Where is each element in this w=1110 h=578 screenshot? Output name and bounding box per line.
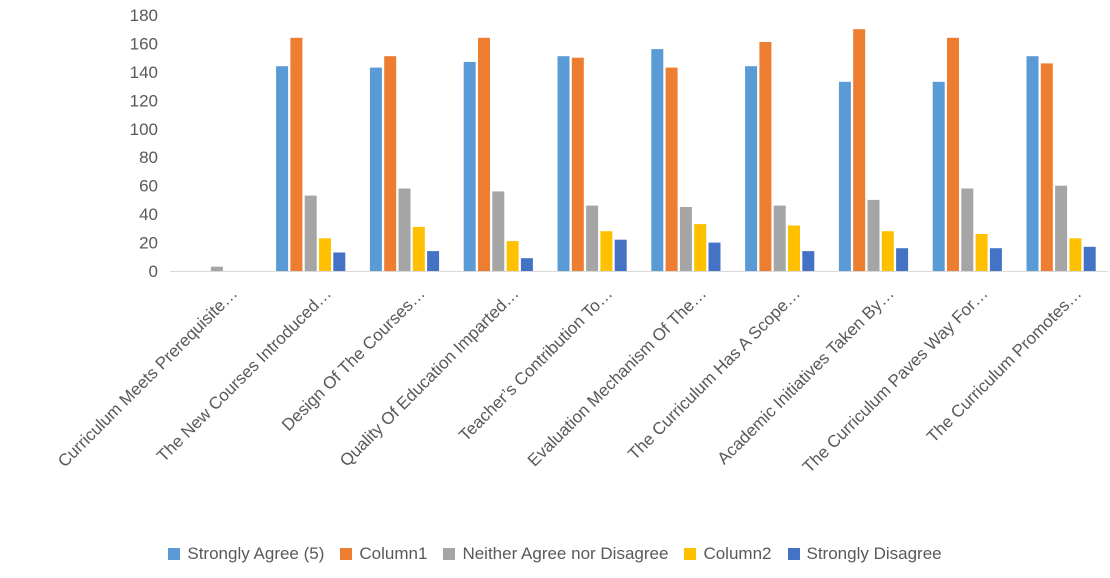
- bar: [867, 199, 880, 271]
- bar: [932, 81, 945, 271]
- bar: [478, 37, 490, 271]
- y-tick-label: 160: [130, 34, 158, 53]
- bar: [384, 56, 397, 272]
- y-tick-label: 180: [130, 6, 158, 25]
- y-tick-label: 40: [139, 205, 158, 224]
- bar: [333, 252, 346, 271]
- legend-label: Strongly Disagree: [806, 544, 942, 563]
- bar: [304, 195, 317, 271]
- bar: [1040, 63, 1053, 272]
- bar: [319, 238, 331, 271]
- bar: [614, 239, 627, 271]
- legend-swatch: [787, 548, 800, 560]
- bar: [369, 67, 382, 271]
- legend-swatch: [340, 548, 353, 560]
- bar: [506, 241, 519, 271]
- legend-swatch: [168, 548, 181, 560]
- x-tick-label: Teacher’s Contribution To…: [455, 284, 616, 445]
- bar: [600, 231, 613, 271]
- bar: [398, 188, 411, 271]
- y-tick-label: 0: [149, 262, 158, 281]
- bar: [1069, 238, 1082, 271]
- bar: [745, 66, 758, 271]
- x-tick-label: The Curriculum Paves Way For…: [799, 284, 992, 477]
- legend-label: Column1: [359, 544, 428, 563]
- y-tick-label: 120: [130, 91, 158, 110]
- bar: [427, 251, 440, 271]
- bar: [276, 66, 289, 271]
- bar: [679, 207, 692, 271]
- bars: [210, 29, 1096, 272]
- legend-item: Strongly Agree (5): [168, 544, 324, 564]
- bar: [290, 37, 303, 271]
- bar: [961, 188, 974, 271]
- legend-label: Column2: [703, 544, 772, 563]
- bar: [571, 57, 584, 272]
- bar: [708, 242, 721, 271]
- y-tick-label: 80: [139, 148, 158, 167]
- legend-item: Neither Agree nor Disagree: [443, 544, 668, 564]
- bar: [881, 231, 894, 271]
- legend: Strongly Agree (5) Column1 Neither Agree n…: [0, 540, 1110, 568]
- x-tick-label: Quality Of Education Imparted…: [336, 284, 522, 470]
- bar: [947, 37, 959, 271]
- bar: [412, 226, 425, 271]
- bar: [759, 42, 772, 271]
- y-tick-label: 140: [130, 63, 158, 82]
- bar: [1055, 185, 1068, 271]
- bar: [896, 248, 909, 271]
- x-tick-label: The New Courses Introduced…: [153, 284, 335, 466]
- legend-label: Strongly Agree (5): [187, 544, 325, 563]
- bar: [989, 248, 1002, 271]
- bar: [694, 224, 707, 271]
- y-tick-label: 60: [139, 177, 158, 196]
- x-tick-label: Academic Initiatives Taken By…: [714, 284, 898, 468]
- y-tick-label: 100: [130, 120, 158, 139]
- legend-item: Column1: [340, 544, 427, 564]
- x-axis: Curriculum Meets Prerequisite…The New Co…: [54, 284, 1085, 477]
- bar: [788, 225, 800, 271]
- bar: [210, 266, 223, 271]
- bar: [665, 67, 678, 271]
- bar: [1026, 56, 1039, 272]
- y-tick-label: 20: [139, 234, 158, 253]
- bar: [1083, 246, 1096, 271]
- bar: [802, 251, 815, 271]
- bar: [520, 258, 533, 271]
- bar: [557, 56, 570, 272]
- legend-item: Strongly Disagree: [787, 544, 942, 564]
- bar: [975, 234, 988, 271]
- bar: [651, 49, 664, 271]
- legend-swatch: [684, 548, 697, 560]
- legend-swatch: [443, 548, 456, 560]
- x-tick-label: The Curriculum Promotes…: [923, 284, 1085, 446]
- y-axis: 0 20 40 60 80 100 120 140 160 180: [130, 6, 158, 281]
- bar: [853, 29, 866, 272]
- x-tick-label: Curriculum Meets Prerequisite…: [54, 284, 241, 471]
- x-tick-label: Evaluation Mechanism Of The…: [524, 284, 710, 470]
- bar: [586, 205, 599, 271]
- bar: [773, 205, 786, 271]
- bar: [492, 191, 505, 271]
- bar: [838, 81, 851, 271]
- legend-label: Neither Agree nor Disagree: [462, 544, 669, 563]
- bar: [463, 61, 476, 272]
- x-tick-label: The Curriculum Has A Scope…: [624, 284, 804, 464]
- legend-item: Column2: [684, 544, 772, 564]
